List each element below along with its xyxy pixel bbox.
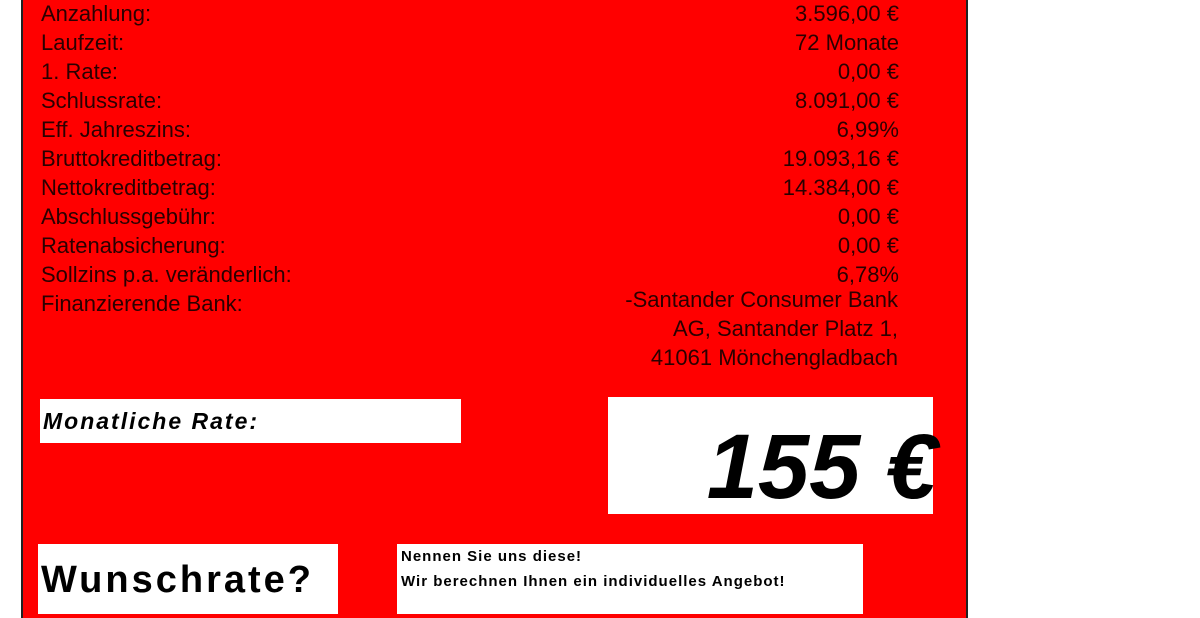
financing-panel: Anzahlung: 3.596,00 € Laufzeit: 72 Monate 1.… xyxy=(21,0,968,618)
detail-row: Bruttokreditbetrag: 19.093,16 € xyxy=(41,144,899,173)
offer-line: Nennen Sie uns diese! xyxy=(401,548,583,565)
detail-row: 1. Rate: 0,00 € xyxy=(41,57,899,86)
detail-row: Nettokreditbetrag: 14.384,00 € xyxy=(41,173,899,202)
detail-value: 6,78% xyxy=(836,262,899,287)
detail-value: 19.093,16 € xyxy=(782,146,899,171)
wish-rate-box: Wunschrate? xyxy=(38,544,338,614)
bank-line: AG, Santander Platz 1, xyxy=(672,316,898,341)
wish-rate-label: Wunschrate? xyxy=(41,559,315,601)
detail-label: Ratenabsicherung: xyxy=(41,233,226,258)
detail-row: Laufzeit: 72 Monate xyxy=(41,28,899,57)
detail-label: Laufzeit: xyxy=(41,30,125,55)
detail-row: Ratenabsicherung: 0,00 € xyxy=(41,231,899,260)
detail-value: 0,00 € xyxy=(837,59,899,84)
detail-row: Sollzins p.a. veränderlich: 6,78% xyxy=(41,260,899,289)
detail-value: 6,99% xyxy=(836,117,899,142)
detail-value: 14.384,00 € xyxy=(782,175,899,200)
monthly-rate-label: Monatliche Rate: xyxy=(43,408,260,434)
offer-line: Wir berechnen Ihnen ein individuelles An… xyxy=(401,573,786,590)
detail-label: Anzahlung: xyxy=(41,1,152,26)
detail-label: 1. Rate: xyxy=(41,59,119,84)
detail-row: Schlussrate: 8.091,00 € xyxy=(41,86,899,115)
bank-address: -Santander Consumer Bank AG, Santander P… xyxy=(625,285,898,372)
detail-row: Abschlussgebühr: 0,00 € xyxy=(41,202,899,231)
detail-value: 8.091,00 € xyxy=(795,88,899,113)
detail-label: Finanzierende Bank: xyxy=(41,291,243,316)
monthly-rate-label-box: Monatliche Rate: xyxy=(40,399,461,443)
detail-row: Eff. Jahreszins: 6,99% xyxy=(41,115,899,144)
detail-label: Nettokreditbetrag: xyxy=(41,175,216,200)
detail-label: Eff. Jahreszins: xyxy=(41,117,191,142)
bank-line: -Santander Consumer Bank xyxy=(625,287,898,312)
offer-box: Nennen Sie uns diese! Wir berechnen Ihne… xyxy=(397,544,863,614)
detail-value: 0,00 € xyxy=(837,233,899,258)
detail-row: Anzahlung: 3.596,00 € xyxy=(41,0,899,28)
bank-line: 41061 Mönchengladbach xyxy=(650,345,898,370)
detail-value: 3.596,00 € xyxy=(795,1,899,26)
monthly-rate-value-box: 155 € xyxy=(608,397,937,518)
detail-row: Finanzierende Bank: xyxy=(41,289,899,318)
detail-label: Schlussrate: xyxy=(41,88,163,113)
detail-label: Abschlussgebühr: xyxy=(41,204,216,229)
detail-value: 0,00 € xyxy=(837,204,899,229)
detail-value: 72 Monate xyxy=(795,30,899,55)
monthly-rate-value: 155 € xyxy=(706,416,937,518)
detail-label: Bruttokreditbetrag: xyxy=(41,146,222,171)
detail-label: Sollzins p.a. veränderlich: xyxy=(41,262,292,287)
